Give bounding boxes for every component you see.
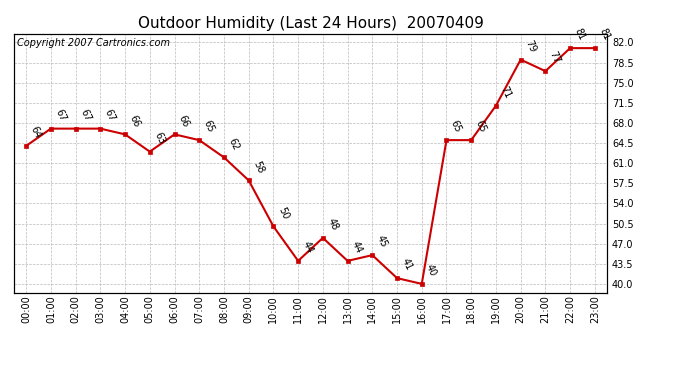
Text: 71: 71 [498,84,513,100]
Text: 64: 64 [29,125,43,140]
Text: 65: 65 [474,119,488,134]
Text: 65: 65 [201,119,216,134]
Text: 67: 67 [78,107,92,123]
Text: 50: 50 [276,205,290,220]
Text: 67: 67 [53,107,68,123]
Text: 63: 63 [152,130,166,146]
Text: 44: 44 [350,240,364,255]
Text: 40: 40 [424,263,438,278]
Text: 79: 79 [523,38,538,54]
Text: 62: 62 [226,136,241,152]
Text: 77: 77 [548,50,562,65]
Text: 81: 81 [573,27,586,42]
Text: 48: 48 [326,217,339,232]
Text: 81: 81 [598,27,611,42]
Text: 66: 66 [177,113,191,129]
Text: 45: 45 [375,234,389,249]
Text: 67: 67 [103,107,117,123]
Text: 41: 41 [400,257,414,272]
Text: 66: 66 [128,113,141,129]
Title: Outdoor Humidity (Last 24 Hours)  20070409: Outdoor Humidity (Last 24 Hours) 2007040… [137,16,484,31]
Text: Copyright 2007 Cartronics.com: Copyright 2007 Cartronics.com [17,38,170,48]
Text: 65: 65 [449,119,463,134]
Text: 58: 58 [251,159,266,175]
Text: 44: 44 [301,240,315,255]
